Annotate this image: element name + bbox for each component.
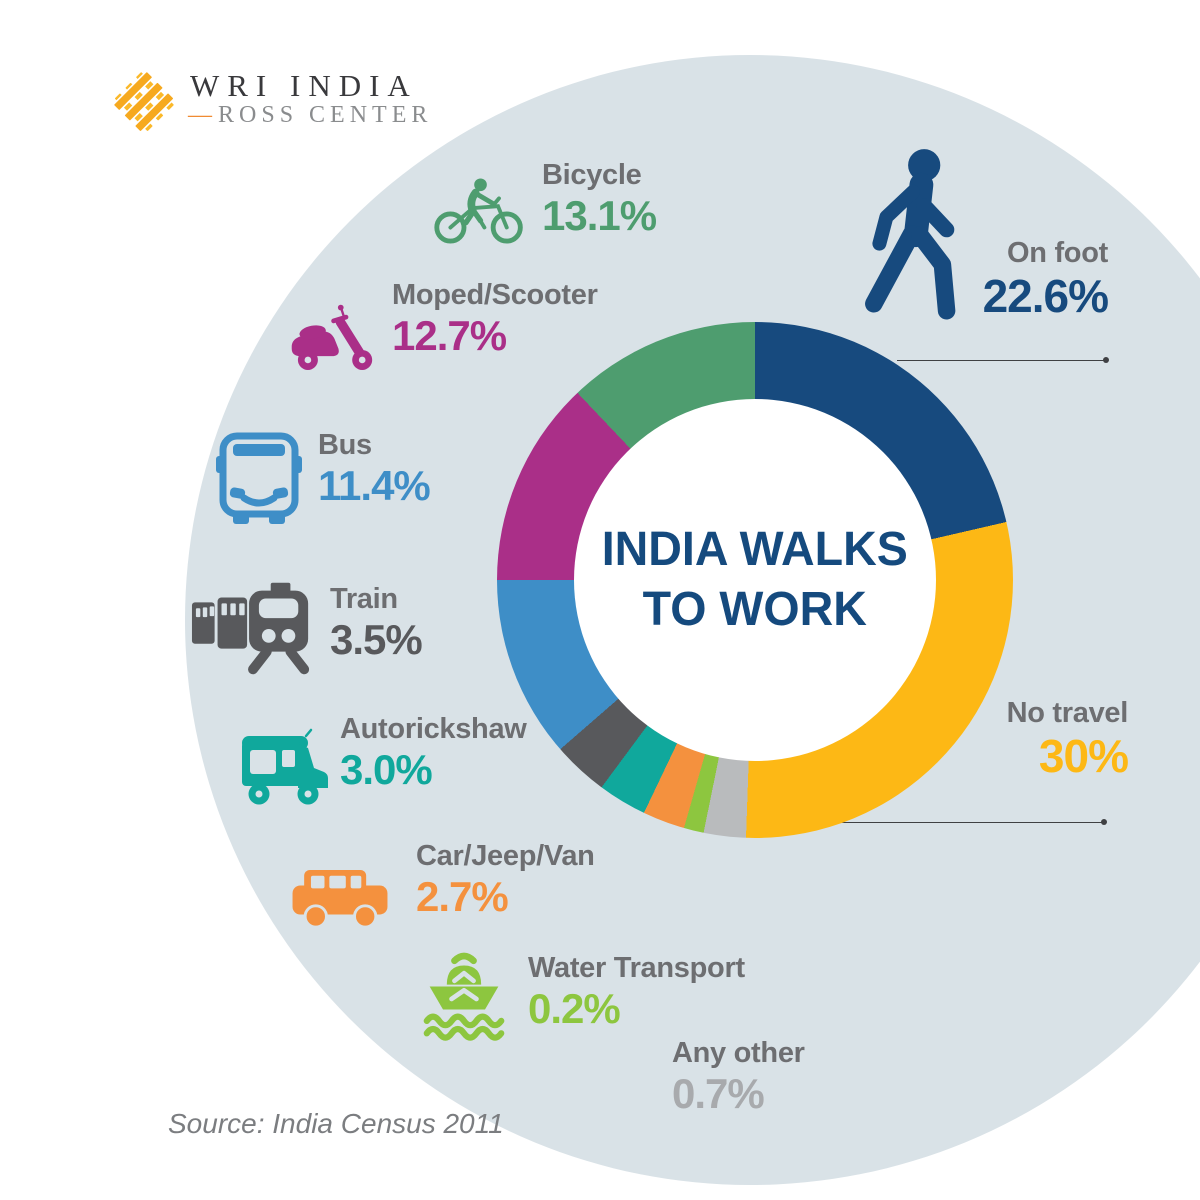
moped-value: 12.7% bbox=[392, 312, 507, 359]
chart-title: INDIA WALKS TO WORK bbox=[602, 520, 908, 640]
bus-icon bbox=[216, 432, 302, 530]
walking-person-icon bbox=[850, 133, 990, 343]
car-value: 2.7% bbox=[416, 873, 509, 920]
autorickshaw-label: Autorickshaw bbox=[340, 713, 527, 745]
legend-item-on-foot: On foot 22.6% bbox=[940, 237, 1109, 322]
logo-sub-text: ROSS CENTER bbox=[218, 102, 433, 128]
car-icon bbox=[290, 868, 390, 930]
source-note: Source: India Census 2011 bbox=[168, 1108, 504, 1139]
legend-item-no-travel: No travel 30% bbox=[960, 697, 1129, 782]
notravel-leader-dot bbox=[1101, 819, 1107, 825]
donut-center: INDIA WALKS TO WORK bbox=[574, 399, 936, 761]
legend-item-autorickshaw: Autorickshaw 3.0% bbox=[340, 714, 527, 792]
logo-dash: — bbox=[188, 102, 212, 128]
train-icon bbox=[190, 580, 316, 675]
car-label: Car/Jeep/Van bbox=[416, 840, 595, 872]
ship-icon bbox=[422, 952, 506, 1043]
legend-item-bicycle: Bicycle 13.1% bbox=[542, 159, 657, 239]
legend-item-bus: Bus 11.4% bbox=[318, 429, 431, 509]
water-value: 0.2% bbox=[528, 985, 621, 1032]
train-label: Train bbox=[330, 583, 398, 615]
bicycle-icon bbox=[430, 176, 532, 246]
any-other-label: Any other bbox=[672, 1037, 805, 1069]
donut-chart: INDIA WALKS TO WORK bbox=[497, 322, 1013, 838]
bicycle-value: 13.1% bbox=[542, 192, 657, 239]
any-other-value: 0.7% bbox=[672, 1070, 765, 1117]
wri-logo-icon bbox=[112, 70, 176, 134]
logo-org-name: WRI INDIA bbox=[190, 68, 418, 103]
chart-title-line1: INDIA WALKS bbox=[601, 523, 909, 576]
no-travel-label: No travel bbox=[1006, 697, 1129, 729]
bicycle-label: Bicycle bbox=[542, 159, 642, 191]
logo-sub-name: — ROSS CENTER bbox=[188, 102, 432, 129]
legend-item-water: Water Transport 0.2% bbox=[528, 953, 745, 1031]
autorickshaw-icon bbox=[236, 728, 332, 812]
on-foot-label: On foot bbox=[1007, 237, 1108, 269]
moped-label: Moped/Scooter bbox=[392, 279, 598, 311]
bus-label: Bus bbox=[318, 429, 372, 461]
bus-value: 11.4% bbox=[318, 462, 431, 509]
notravel-leader-line bbox=[812, 819, 1107, 825]
on-foot-value: 22.6% bbox=[982, 270, 1109, 322]
no-travel-value: 30% bbox=[1038, 730, 1129, 782]
train-value: 3.5% bbox=[330, 616, 423, 663]
legend-item-car: Car/Jeep/Van 2.7% bbox=[416, 841, 595, 919]
onfoot-leader-line bbox=[897, 357, 1109, 363]
chart-title-line2: TO WORK bbox=[642, 583, 868, 636]
water-label: Water Transport bbox=[528, 952, 745, 984]
legend-item-train: Train 3.5% bbox=[330, 583, 423, 663]
autorickshaw-value: 3.0% bbox=[340, 746, 433, 793]
legend-item-any-other: Any other 0.7% bbox=[672, 1038, 805, 1116]
moped-icon bbox=[286, 303, 386, 375]
legend-item-moped: Moped/Scooter 12.7% bbox=[392, 280, 598, 358]
onfoot-leader-dot bbox=[1103, 357, 1109, 363]
